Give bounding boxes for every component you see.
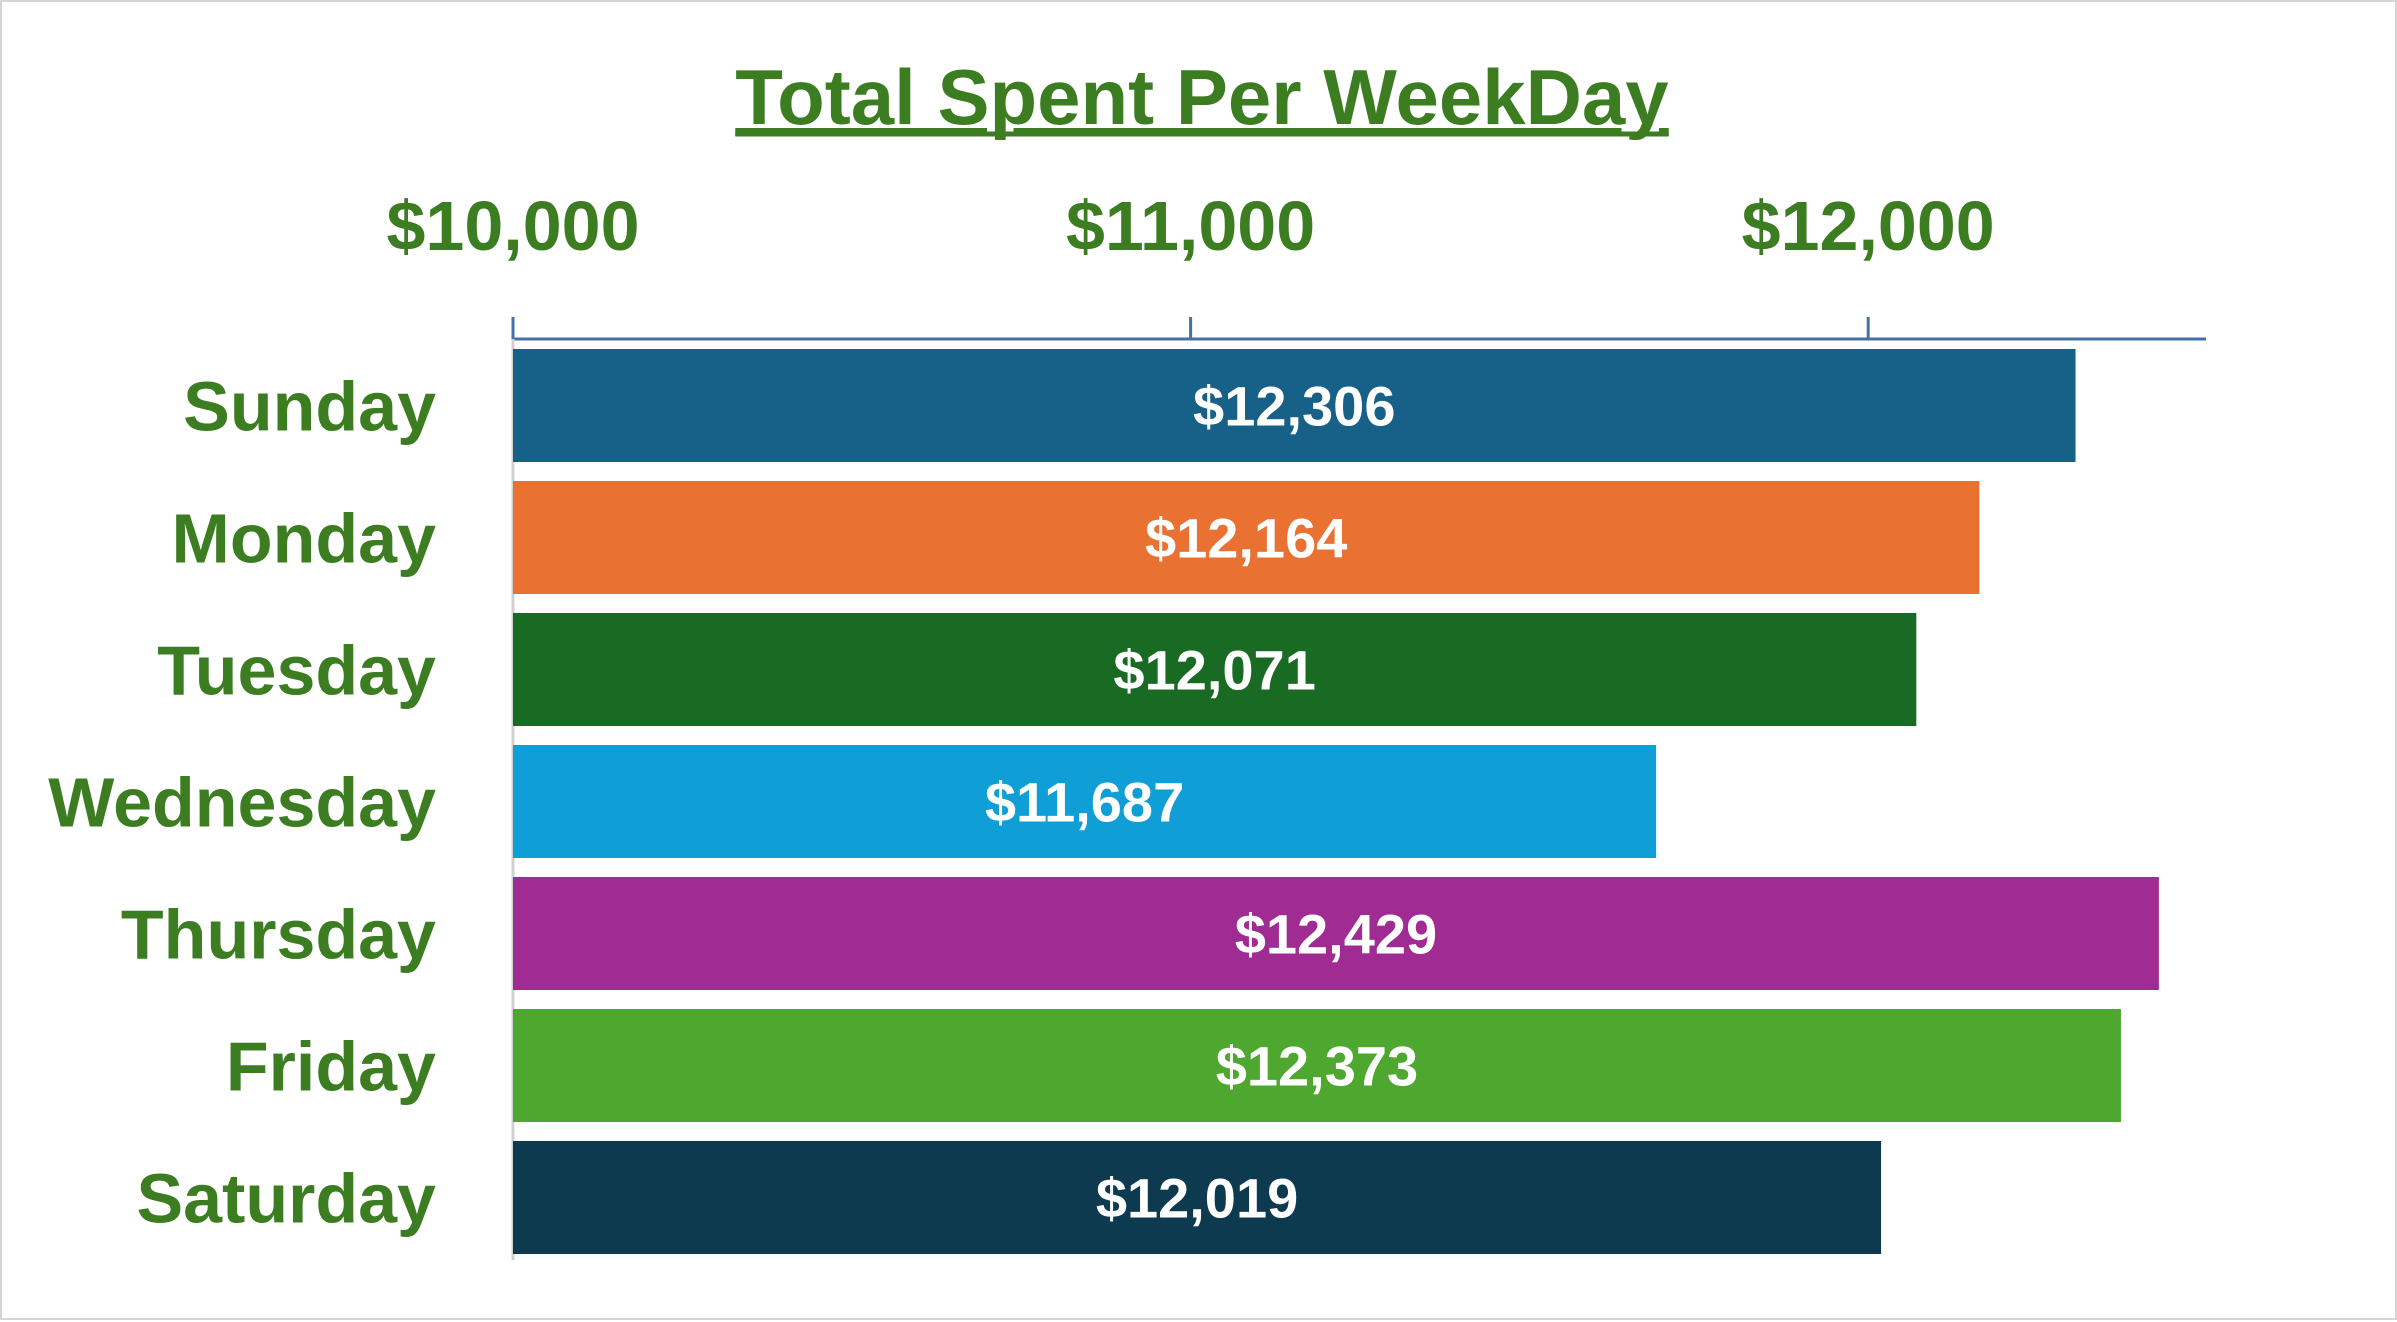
bar-friday bbox=[513, 1009, 2121, 1122]
value-label: $12,373 bbox=[1216, 1035, 1418, 1098]
category-label: Thursday bbox=[121, 896, 436, 974]
value-label: $12,429 bbox=[1235, 903, 1437, 966]
category-label: Friday bbox=[226, 1028, 436, 1106]
value-label: $11,687 bbox=[985, 771, 1184, 834]
bar-tuesday bbox=[513, 613, 1917, 726]
x-axis-ticks: $10,000 $11,000 $12,000 bbox=[386, 187, 1995, 339]
bar-wednesday bbox=[513, 745, 1657, 858]
category-label: Saturday bbox=[136, 1160, 436, 1238]
category-label: Wednesday bbox=[48, 764, 436, 842]
bar-sunday bbox=[513, 349, 2076, 462]
x-tick-label: $11,000 bbox=[1066, 187, 1315, 265]
value-label: $12,164 bbox=[1145, 507, 1347, 570]
bars bbox=[513, 349, 2159, 1254]
bar-saturday bbox=[513, 1141, 1882, 1254]
x-tick-label: $10,000 bbox=[386, 187, 639, 265]
category-label: Sunday bbox=[183, 368, 436, 446]
category-labels: Sunday Monday Tuesday Wednesday Thursday Frid… bbox=[48, 368, 436, 1238]
value-labels: $12,306 $12,164 $12,071 $11,687 $12,429 $12,3… bbox=[985, 375, 1437, 1230]
x-tick-label: $12,000 bbox=[1742, 187, 1995, 265]
bar-monday bbox=[513, 481, 1980, 594]
value-label: $12,071 bbox=[1113, 639, 1315, 702]
category-label: Tuesday bbox=[157, 632, 436, 710]
bar-thursday bbox=[513, 877, 2159, 990]
value-label: $12,306 bbox=[1193, 375, 1395, 438]
value-label: $12,019 bbox=[1096, 1167, 1298, 1230]
chart-title: Total Spent Per WeekDay bbox=[735, 53, 1668, 141]
category-label: Monday bbox=[172, 500, 437, 578]
